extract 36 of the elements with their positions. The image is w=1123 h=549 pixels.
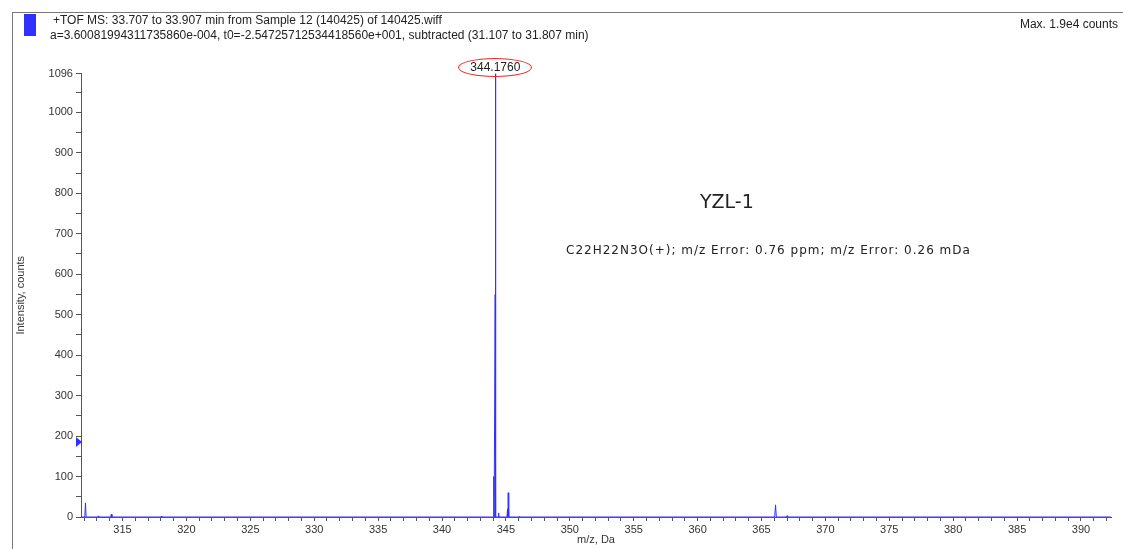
y-tick-label: 900 — [54, 145, 73, 158]
annotation: YZL-1 — [700, 190, 754, 212]
y-tick-label: 1000 — [48, 105, 73, 118]
x-tick-label: 360 — [688, 522, 707, 535]
x-axis-title: m/z, Da — [577, 533, 616, 546]
y-tick-label: 200 — [54, 429, 73, 442]
y-tick-label: 500 — [54, 307, 73, 320]
x-tick-label: 380 — [944, 522, 963, 535]
x-tick-label: 345 — [496, 522, 516, 535]
x-tick-label: 365 — [752, 522, 771, 535]
y-tick-label: 0 — [66, 510, 73, 523]
x-tick-label: 320 — [177, 522, 196, 535]
y-tick-label: 600 — [54, 267, 73, 280]
y-tick-label: 700 — [54, 226, 73, 239]
chart-subtitle: a=3.60081994311735860e-004, t0=-2.54725712534418560e+001, subtracted (31.107 to 31.807 min) — [50, 28, 589, 42]
y-axis-title: Intensity, counts — [13, 255, 26, 335]
y-tick-label: 800 — [54, 186, 73, 199]
x-tick-label: 375 — [880, 522, 899, 535]
annotation: C22H22N3O(+); m/z Error: 0.76 ppm; m/z Error: 0.26 mDa — [566, 243, 971, 257]
x-tick-label: 335 — [368, 522, 388, 535]
y-tick-label: 300 — [54, 388, 73, 401]
text: Max. 1.9e4 counts — [1019, 17, 1118, 31]
x-tick-label: 350 — [560, 522, 579, 535]
x-tick-label: 340 — [432, 522, 452, 535]
y-tick-label: 100 — [54, 469, 73, 482]
x-tick-label: 315 — [113, 522, 132, 535]
x-tick-label: 370 — [816, 522, 835, 535]
y-tick-label: 1096 — [48, 66, 73, 79]
x-tick-label: 325 — [241, 522, 260, 535]
x-tick-label: 385 — [1007, 522, 1027, 535]
x-tick-label: 355 — [624, 522, 643, 535]
x-tick-label: 330 — [305, 522, 324, 535]
annotation: 344.1760 — [470, 59, 521, 74]
y-tick-label: 400 — [54, 348, 73, 361]
chart-title: +TOF MS: 33.707 to 33.907 min from Sample 12 (140425) of 140425.wiff — [53, 13, 442, 27]
x-tick-label: 390 — [1071, 522, 1091, 535]
